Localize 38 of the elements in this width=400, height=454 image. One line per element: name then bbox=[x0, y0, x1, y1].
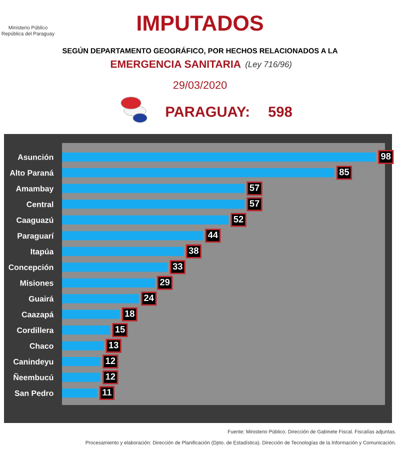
bar bbox=[62, 294, 139, 304]
bar bbox=[62, 341, 104, 350]
data-label: 98 bbox=[381, 152, 391, 160]
data-label: 57 bbox=[250, 200, 260, 207]
bar bbox=[62, 310, 120, 319]
data-label: 13 bbox=[109, 342, 118, 348]
bar bbox=[62, 184, 245, 194]
text: (Ley 716/96) bbox=[246, 61, 292, 69]
bar bbox=[62, 262, 168, 272]
bar bbox=[62, 231, 203, 240]
text: EMERGENCIA SANITARIA bbox=[110, 60, 241, 68]
chart-title: IMPUTADOS bbox=[138, 16, 263, 31]
data-label: 44 bbox=[208, 232, 218, 238]
bar bbox=[62, 246, 184, 256]
bar bbox=[62, 215, 229, 225]
bar bbox=[62, 388, 98, 398]
bar bbox=[62, 152, 376, 162]
data-label: 12 bbox=[106, 358, 116, 364]
text: 29/03/2020 bbox=[173, 80, 227, 89]
data-label: 18 bbox=[125, 310, 134, 317]
bar bbox=[62, 278, 155, 288]
bar bbox=[62, 200, 245, 209]
bar bbox=[62, 168, 334, 178]
text: 598 bbox=[268, 106, 292, 117]
data-label: 15 bbox=[115, 326, 125, 333]
data-label: 57 bbox=[250, 184, 260, 191]
data-label: 12 bbox=[106, 373, 116, 380]
bar bbox=[62, 372, 100, 382]
data-label: 33 bbox=[172, 263, 182, 270]
bar bbox=[62, 357, 100, 366]
text: PARAGUAY: bbox=[166, 106, 249, 117]
data-label: 29 bbox=[160, 278, 170, 286]
data-label: 11 bbox=[102, 389, 112, 396]
data-label: 85 bbox=[339, 168, 350, 176]
data-label: 24 bbox=[144, 294, 154, 301]
data-label: 52 bbox=[234, 216, 244, 222]
data-label: 38 bbox=[188, 247, 198, 254]
bar bbox=[62, 326, 110, 335]
